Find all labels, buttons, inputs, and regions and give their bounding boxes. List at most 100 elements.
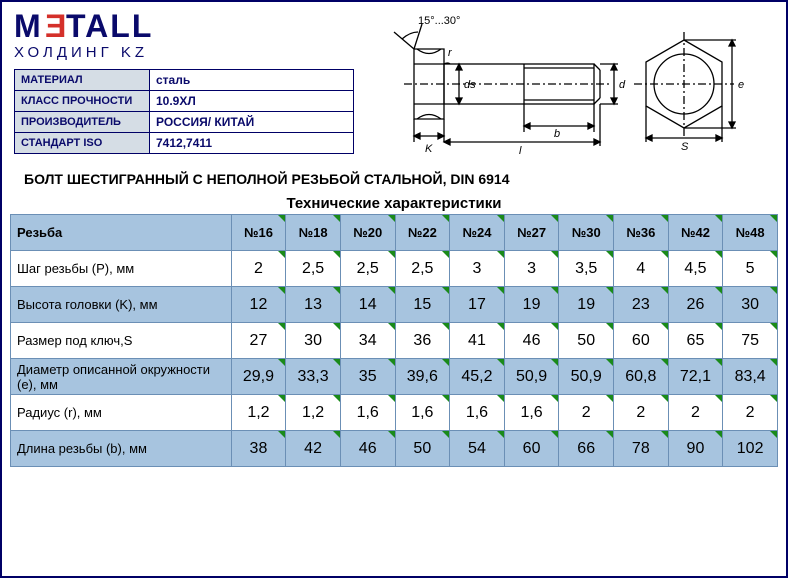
spec-cell: 60 bbox=[504, 431, 559, 467]
spec-cell: 30 bbox=[286, 323, 341, 359]
spec-cell: 50 bbox=[559, 323, 614, 359]
spec-column-header: №24 bbox=[450, 215, 505, 251]
spec-cell: 15 bbox=[395, 287, 450, 323]
spec-header-label: Резьба bbox=[11, 215, 232, 251]
diag-S: S bbox=[681, 141, 689, 153]
spec-cell: 102 bbox=[723, 431, 778, 467]
page-title: БОЛТ ШЕСТИГРАННЫЙ С НЕПОЛНОЙ РЕЗЬБОЙ СТА… bbox=[2, 163, 786, 191]
diag-b: b bbox=[554, 128, 560, 140]
spec-cell: 54 bbox=[450, 431, 505, 467]
spec-cell: 3,5 bbox=[559, 251, 614, 287]
spec-cell: 13 bbox=[286, 287, 341, 323]
spec-row: Длина резьбы (b), мм38424650546066789010… bbox=[11, 431, 778, 467]
spec-cell: 50,9 bbox=[559, 359, 614, 395]
logo: METALL bbox=[14, 10, 354, 42]
top-section: METALL ХОЛДИНГ KZ МАТЕРИАЛстальКЛАСС ПРО… bbox=[2, 2, 786, 163]
info-row: СТАНДАРТ ISO7412,7411 bbox=[15, 133, 354, 154]
spec-cell: 46 bbox=[504, 323, 559, 359]
spec-column-header: №30 bbox=[559, 215, 614, 251]
spec-cell: 19 bbox=[504, 287, 559, 323]
spec-cell: 35 bbox=[340, 359, 395, 395]
spec-cell: 4 bbox=[614, 251, 669, 287]
info-row: ПРОИЗВОДИТЕЛЬРОССИЯ/ КИТАЙ bbox=[15, 112, 354, 133]
spec-cell: 75 bbox=[723, 323, 778, 359]
spec-cell: 4,5 bbox=[668, 251, 723, 287]
info-value: 10.9ХЛ bbox=[150, 91, 354, 112]
spec-row-label: Шаг резьбы (P), мм bbox=[11, 251, 232, 287]
spec-cell: 1,6 bbox=[395, 395, 450, 431]
logo-pre: M bbox=[14, 8, 43, 44]
info-row: КЛАСС ПРОЧНОСТИ10.9ХЛ bbox=[15, 91, 354, 112]
logo-post: TALL bbox=[66, 8, 153, 44]
spec-column-header: №20 bbox=[340, 215, 395, 251]
spec-cell: 72,1 bbox=[668, 359, 723, 395]
spec-cell: 2,5 bbox=[340, 251, 395, 287]
spec-cell: 1,2 bbox=[231, 395, 286, 431]
spec-cell: 1,6 bbox=[340, 395, 395, 431]
spec-cell: 39,6 bbox=[395, 359, 450, 395]
diag-d: d bbox=[619, 79, 626, 91]
info-table: МАТЕРИАЛстальКЛАСС ПРОЧНОСТИ10.9ХЛПРОИЗВ… bbox=[14, 69, 354, 154]
spec-column-header: №27 bbox=[504, 215, 559, 251]
spec-cell: 30 bbox=[723, 287, 778, 323]
info-label: СТАНДАРТ ISO bbox=[15, 133, 150, 154]
logo-red: E bbox=[43, 10, 66, 42]
diag-r: r bbox=[448, 47, 453, 59]
spec-row-label: Радиус (r), мм bbox=[11, 395, 232, 431]
spec-cell: 2 bbox=[231, 251, 286, 287]
spec-cell: 33,3 bbox=[286, 359, 341, 395]
spec-column-header: №36 bbox=[614, 215, 669, 251]
diag-l: l bbox=[519, 145, 522, 157]
spec-cell: 27 bbox=[231, 323, 286, 359]
info-value: сталь bbox=[150, 70, 354, 91]
spec-cell: 3 bbox=[504, 251, 559, 287]
spec-cell: 45,2 bbox=[450, 359, 505, 395]
spec-column-header: №16 bbox=[231, 215, 286, 251]
spec-cell: 50,9 bbox=[504, 359, 559, 395]
spec-cell: 90 bbox=[668, 431, 723, 467]
spec-cell: 60 bbox=[614, 323, 669, 359]
spec-row-label: Диаметр описанной окружности (e), мм bbox=[11, 359, 232, 395]
spec-cell: 34 bbox=[340, 323, 395, 359]
spec-column-header: №18 bbox=[286, 215, 341, 251]
spec-cell: 1,6 bbox=[450, 395, 505, 431]
info-value: 7412,7411 bbox=[150, 133, 354, 154]
spec-column-header: №42 bbox=[668, 215, 723, 251]
spec-table: Резьба№16№18№20№22№24№27№30№36№42№48 Шаг… bbox=[10, 214, 778, 467]
spec-cell: 66 bbox=[559, 431, 614, 467]
spec-cell: 2 bbox=[614, 395, 669, 431]
spec-cell: 42 bbox=[286, 431, 341, 467]
spec-cell: 50 bbox=[395, 431, 450, 467]
left-block: METALL ХОЛДИНГ KZ МАТЕРИАЛстальКЛАСС ПРО… bbox=[14, 10, 354, 159]
spec-row-label: Размер под ключ,S bbox=[11, 323, 232, 359]
diag-K: K bbox=[425, 143, 433, 155]
bolt-diagram: 15°...30° r ds K b l d e S bbox=[384, 14, 764, 159]
spec-cell: 12 bbox=[231, 287, 286, 323]
spec-cell: 3 bbox=[450, 251, 505, 287]
spec-row-label: Высота головки (K), мм bbox=[11, 287, 232, 323]
info-row: МАТЕРИАЛсталь bbox=[15, 70, 354, 91]
spec-cell: 36 bbox=[395, 323, 450, 359]
diag-angle: 15°...30° bbox=[418, 15, 460, 27]
info-label: ПРОИЗВОДИТЕЛЬ bbox=[15, 112, 150, 133]
spec-cell: 14 bbox=[340, 287, 395, 323]
spec-cell: 41 bbox=[450, 323, 505, 359]
spec-cell: 26 bbox=[668, 287, 723, 323]
spec-row: Диаметр описанной окружности (e), мм29,9… bbox=[11, 359, 778, 395]
info-label: КЛАСС ПРОЧНОСТИ bbox=[15, 91, 150, 112]
spec-cell: 65 bbox=[668, 323, 723, 359]
spec-cell: 46 bbox=[340, 431, 395, 467]
spec-row: Шаг резьбы (P), мм22,52,52,5333,544,55 bbox=[11, 251, 778, 287]
diag-ds: ds bbox=[464, 79, 476, 91]
spec-cell: 60,8 bbox=[614, 359, 669, 395]
spec-cell: 2 bbox=[668, 395, 723, 431]
spec-cell: 29,9 bbox=[231, 359, 286, 395]
spec-column-header: №48 bbox=[723, 215, 778, 251]
spec-cell: 2 bbox=[723, 395, 778, 431]
spec-cell: 17 bbox=[450, 287, 505, 323]
diagram-block: 15°...30° r ds K b l d e S bbox=[374, 10, 774, 159]
spec-row: Радиус (r), мм1,21,21,61,61,61,62222 bbox=[11, 395, 778, 431]
spec-cell: 83,4 bbox=[723, 359, 778, 395]
spec-cell: 2,5 bbox=[286, 251, 341, 287]
diag-e: e bbox=[738, 79, 744, 91]
